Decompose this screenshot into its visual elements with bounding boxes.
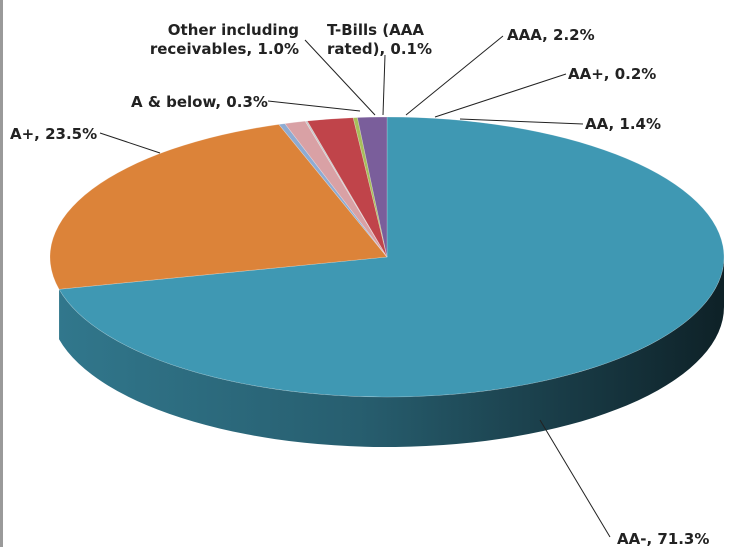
- data-label-text: AA-, 71.3%: [617, 530, 709, 547]
- data-label-text: AAA, 2.2%: [507, 26, 595, 44]
- slice-aa: [357, 116, 388, 258]
- leader-line-other-receivables: [304, 39, 376, 116]
- slice-side-aa-minus: [59, 257, 725, 447]
- data-label-aaa: AAA, 2.2%: [405, 26, 595, 116]
- data-label-text: A & below, 0.3%: [131, 93, 268, 111]
- data-label-text: Other including: [168, 21, 299, 39]
- leader-line-aa-plus: [434, 73, 567, 118]
- leader-line-a-plus: [99, 132, 161, 154]
- data-label-a-plus: A+, 23.5%: [10, 125, 161, 154]
- leader-line-aa: [459, 118, 584, 125]
- left-frame-edge: [0, 0, 3, 547]
- data-label-text: AA+, 0.2%: [568, 65, 656, 83]
- data-label-aa: AA, 1.4%: [459, 115, 661, 133]
- slice-a-and-below: [278, 123, 388, 258]
- slice-a-plus: [49, 124, 388, 290]
- data-label-text: A+, 23.5%: [10, 125, 97, 143]
- data-label-text: T-Bills (AAA: [327, 21, 424, 39]
- slice-aaa: [306, 117, 388, 258]
- data-label-text: receivables, 1.0%: [150, 40, 299, 58]
- leader-line-aaa: [405, 35, 504, 116]
- slice-aa-minus: [58, 116, 725, 398]
- slice-other-receivables: [284, 120, 388, 258]
- leader-line-t-bills: [382, 54, 386, 116]
- leader-line-aa-minus: [539, 419, 611, 538]
- data-label-text: AA, 1.4%: [585, 115, 661, 133]
- slice-aa-plus: [352, 117, 388, 258]
- data-label-text: rated), 0.1%: [327, 40, 432, 58]
- slice-t-bills: [304, 120, 388, 258]
- data-label-a-and-below: A & below, 0.3%: [131, 93, 361, 112]
- data-label-aa-minus: AA-, 71.3%: [539, 419, 709, 547]
- leader-line-a-and-below: [267, 100, 361, 112]
- data-label-aa-plus: AA+, 0.2%: [434, 65, 656, 118]
